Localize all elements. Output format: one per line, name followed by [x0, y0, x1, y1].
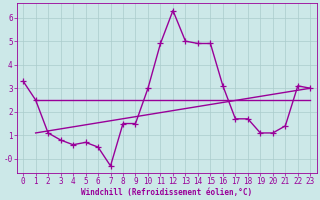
- X-axis label: Windchill (Refroidissement éolien,°C): Windchill (Refroidissement éolien,°C): [81, 188, 252, 197]
